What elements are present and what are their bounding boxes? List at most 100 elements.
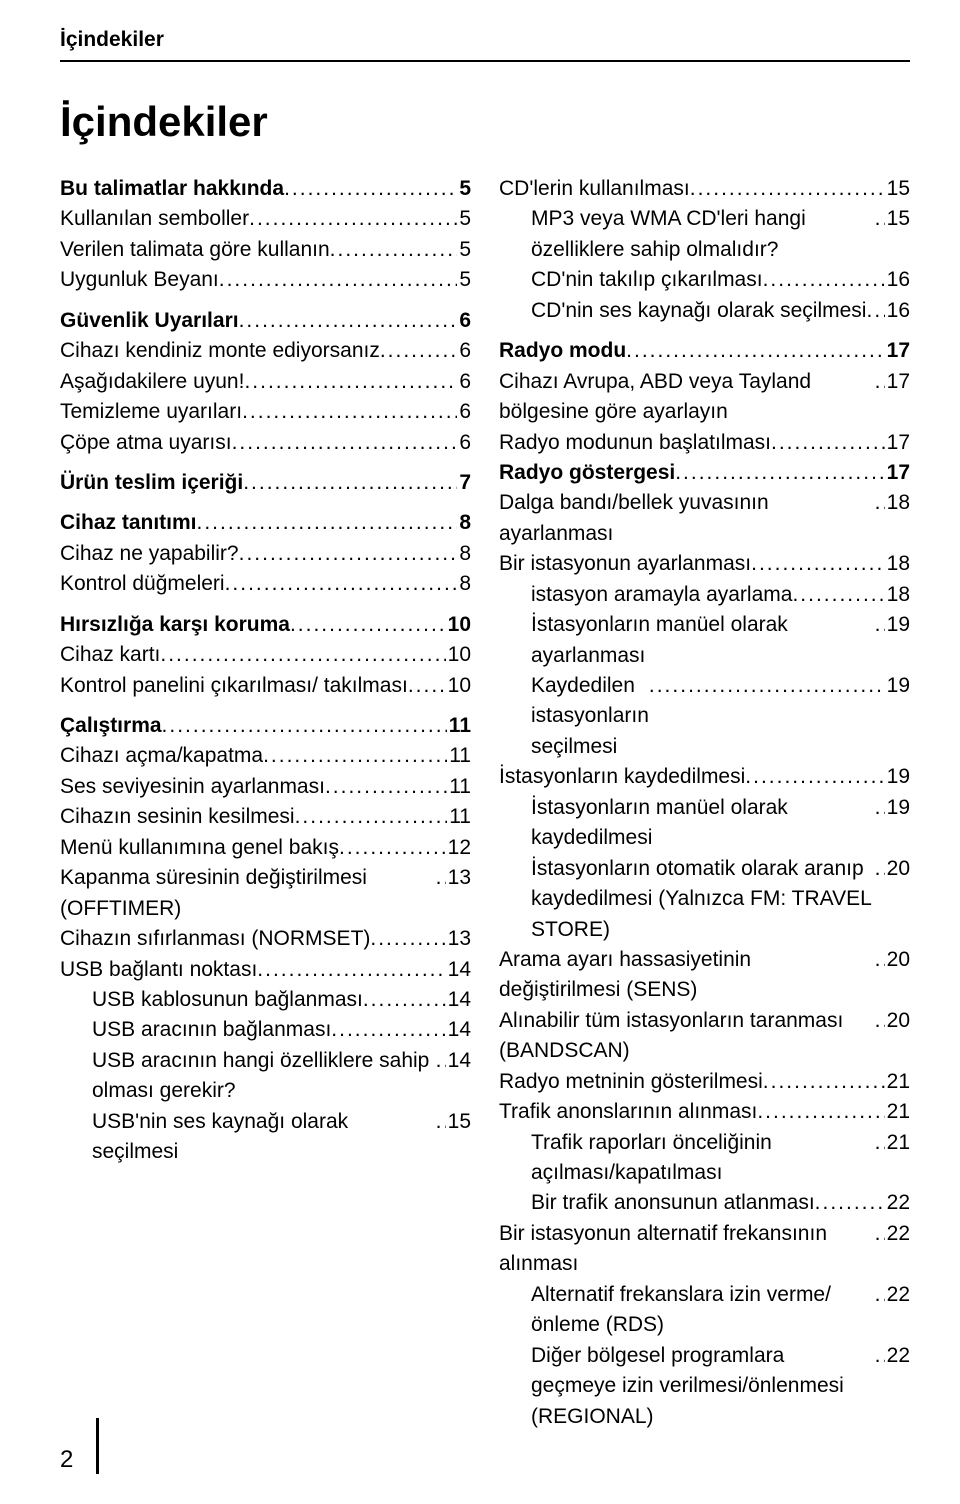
toc-entry: Bir istasyonun alternatif frekansının al… — [499, 1219, 910, 1280]
toc-leader — [339, 833, 446, 863]
toc-entry: Cihaz ne yapabilir?8 — [60, 539, 471, 569]
toc-entry: Çalıştırma11 — [60, 711, 471, 741]
toc-entry-page: 17 — [885, 458, 910, 488]
toc-entry-label: USB'nin ses kaynağı olarak seçilmesi — [92, 1107, 436, 1168]
toc-entry-label: Dalga bandı/bellek yuvasının ayarlanması — [499, 488, 875, 549]
toc-entry-label: Cihaz ne yapabilir? — [60, 539, 239, 569]
toc-entry-label: Diğer bölgesel programlara geçmeye izin … — [531, 1341, 875, 1432]
toc-entry: Trafik anonslarının alınması21 — [499, 1097, 910, 1127]
toc-entry: Bir trafik anonsunun atlanması 22 — [499, 1188, 910, 1218]
toc-entry: Alınabilir tüm istasyonların taranması (… — [499, 1006, 910, 1067]
toc-entry: Güvenlik Uyarıları6 — [60, 306, 471, 336]
toc-entry-label: Uygunluk Beyanı — [60, 265, 219, 295]
toc-leader — [325, 772, 447, 802]
toc-leader — [875, 367, 885, 397]
toc-entry: Çöpe atma uyarısı6 — [60, 428, 471, 458]
toc-entry-label: Alternatif frekanslara izin verme/ önlem… — [531, 1280, 875, 1341]
toc-entry-label: Çalıştırma — [60, 711, 162, 741]
toc-entry: istasyon aramayla ayarlama18 — [499, 580, 910, 610]
toc-entry-page: 22 — [885, 1280, 910, 1310]
toc-entry-label: Radyo modunun başlatılması — [499, 428, 771, 458]
toc-entry-page: 19 — [885, 610, 910, 640]
toc-entry-label: Cihazı açma/kapatma — [60, 741, 263, 771]
toc-entry: USB'nin ses kaynağı olarak seçilmesi15 — [60, 1107, 471, 1168]
toc-entry: Verilen talimata göre kullanın5 — [60, 235, 471, 265]
toc-entry-label: Menü kullanımına genel bakış — [60, 833, 339, 863]
toc-leader — [239, 539, 458, 569]
toc-entry: Cihazı kendiniz monte ediyorsanız6 — [60, 336, 471, 366]
toc-leader — [875, 1280, 885, 1310]
toc-columns: Bu talimatlar hakkında5Kullanılan sembol… — [60, 174, 910, 1432]
toc-leader — [436, 863, 446, 893]
toc-entry-label: İstasyonların kaydedilmesi — [499, 762, 745, 792]
toc-entry-page: 18 — [885, 488, 910, 518]
toc-entry: Kapanma süresinin değiştirilmesi (OFFTIM… — [60, 863, 471, 924]
toc-entry-page: 16 — [885, 296, 910, 326]
toc-entry-page: 11 — [447, 772, 471, 802]
toc-entry: Radyo modu17 — [499, 336, 910, 366]
toc-entry-page: 14 — [446, 1046, 471, 1076]
toc-entry-page: 19 — [885, 793, 910, 823]
toc-entry-page: 5 — [457, 204, 471, 234]
toc-entry-page: 15 — [885, 174, 910, 204]
toc-entry-label: Çöpe atma uyarısı — [60, 428, 232, 458]
toc-entry-page: 19 — [885, 762, 910, 792]
toc-entry-page: 6 — [457, 367, 471, 397]
toc-leader — [242, 397, 457, 427]
toc-leader — [263, 741, 447, 771]
toc-entry-page: 22 — [885, 1188, 910, 1218]
toc-leader — [875, 854, 885, 884]
toc-entry: Ses seviyesinin ayarlanması11 — [60, 772, 471, 802]
toc-entry-label: Bir trafik anonsunun atlanması — [531, 1188, 815, 1218]
toc-entry: Cihazın sıfırlanması (NORMSET)13 — [60, 924, 471, 954]
toc-entry-page: 17 — [885, 336, 910, 366]
toc-leader — [244, 367, 457, 397]
toc-entry-page: 21 — [885, 1097, 910, 1127]
toc-leader — [330, 235, 458, 265]
toc-entry: Kontrol panelini çıkarılması/ takılması1… — [60, 671, 471, 701]
toc-entry: Kullanılan semboller 5 — [60, 204, 471, 234]
toc-leader — [792, 580, 884, 610]
toc-entry: Radyo göstergesi17 — [499, 458, 910, 488]
toc-entry-label: Kullanılan semboller — [60, 204, 249, 234]
toc-leader — [649, 671, 885, 701]
toc-column-right: CD'lerin kullanılması15MP3 veya WMA CD'l… — [499, 174, 910, 1432]
toc-entry-label: Cihaz tanıtımı — [60, 508, 197, 538]
toc-leader — [232, 428, 458, 458]
toc-entry: Kontrol düğmeleri8 — [60, 569, 471, 599]
toc-leader — [331, 1015, 445, 1045]
toc-entry-label: Cihazın sıfırlanması (NORMSET) — [60, 924, 370, 954]
toc-entry-page: 21 — [885, 1067, 910, 1097]
toc-leader — [866, 296, 884, 326]
toc-entry: Radyo metninin gösterilmesi 21 — [499, 1067, 910, 1097]
toc-leader — [284, 174, 457, 204]
toc-entry-label: Temizleme uyarıları — [60, 397, 242, 427]
toc-entry-page: 14 — [446, 985, 471, 1015]
toc-entry-page: 22 — [885, 1341, 910, 1371]
toc-entry-page: 6 — [457, 306, 471, 336]
toc-leader — [160, 640, 445, 670]
toc-entry: Dalga bandı/bellek yuvasının ayarlanması… — [499, 488, 910, 549]
toc-entry-page: 5 — [457, 265, 471, 295]
toc-entry: CD'nin ses kaynağı olarak seçilmesi16 — [499, 296, 910, 326]
toc-leader — [408, 671, 446, 701]
toc-entry-label: Radyo metninin gösterilmesi — [499, 1067, 763, 1097]
toc-entry: İstasyonların manüel olarak kaydedilmesi… — [499, 793, 910, 854]
toc-entry-page: 17 — [885, 428, 910, 458]
toc-leader — [219, 265, 458, 295]
toc-entry-label: Ürün teslim içeriği — [60, 468, 243, 498]
toc-entry-label: USB aracının hangi özelliklere sahip olm… — [92, 1046, 436, 1107]
toc-leader — [243, 468, 457, 498]
toc-entry-page: 21 — [885, 1128, 910, 1158]
toc-entry-page: 8 — [457, 569, 471, 599]
toc-entry-label: USB aracının bağlanması — [92, 1015, 331, 1045]
toc-entry: Menü kullanımına genel bakış12 — [60, 833, 471, 863]
toc-entry: Kaydedilen istasyonların seçilmesi19 — [499, 671, 910, 762]
toc-entry-page: 19 — [885, 671, 910, 701]
toc-leader — [436, 1107, 446, 1137]
toc-leader — [380, 336, 457, 366]
toc-entry-page: 20 — [885, 1006, 910, 1036]
toc-entry: Cihaz kartı10 — [60, 640, 471, 670]
toc-leader — [197, 508, 458, 538]
toc-entry-page: 15 — [885, 204, 910, 234]
